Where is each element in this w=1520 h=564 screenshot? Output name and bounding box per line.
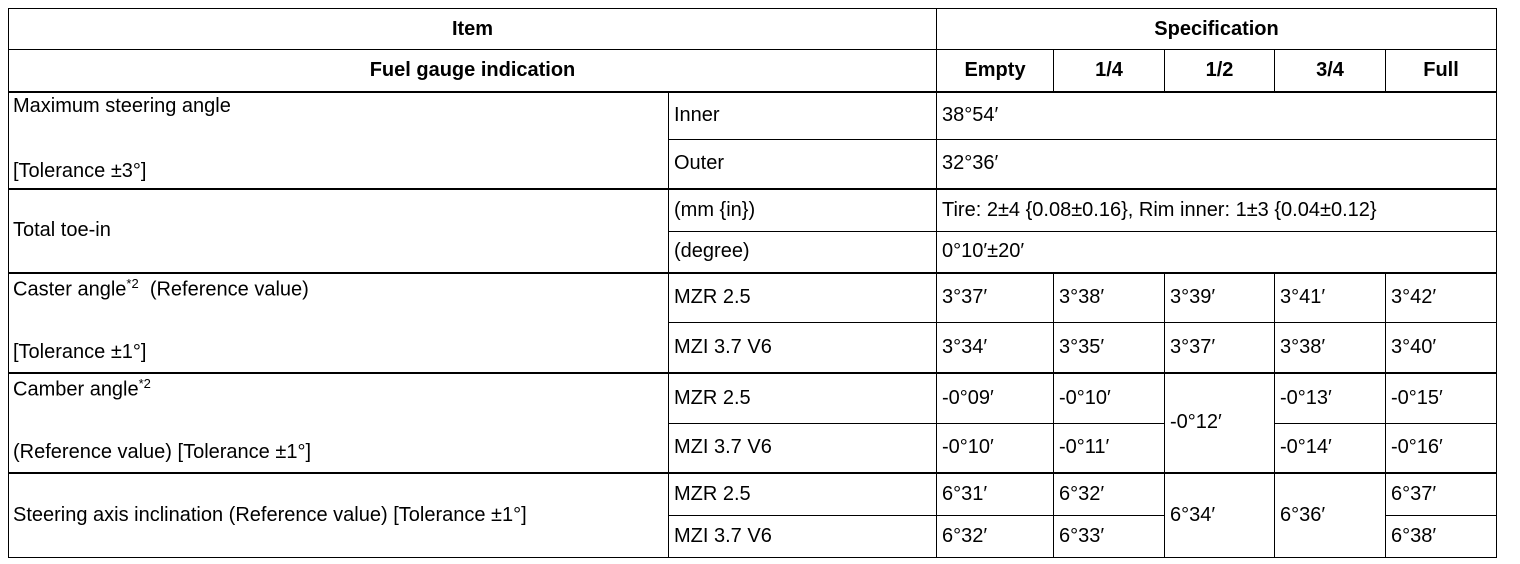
- row: Outer 32°36′: [9, 139, 1498, 189]
- row: Caster angle*2 (Reference value) [Tolera…: [8, 271, 1498, 373]
- value: -0°10′: [1053, 371, 1165, 424]
- group-label: Camber angle*2 (Reference value) [Tolera…: [8, 371, 669, 473]
- header-item: Item: [8, 8, 937, 50]
- sub: MZR 2.5: [668, 471, 937, 516]
- label: Camber angle: [13, 378, 139, 401]
- value: 3°38′: [1053, 271, 1165, 323]
- spec-table: Item Specification Fuel gauge indication…: [8, 8, 1498, 558]
- sub: Outer: [668, 139, 937, 189]
- value: 6°37′: [1384, 471, 1498, 516]
- sub: Inner: [668, 90, 937, 140]
- header-row: Fuel gauge indication Empty 1/4 1/2 3/4 …: [8, 49, 1498, 92]
- value: 3°41′: [1274, 271, 1386, 323]
- note: *2: [126, 275, 139, 291]
- value: -0°13′: [1274, 371, 1386, 424]
- value: Tire: 2±4 {0.08±0.16}, Rim inner: 1±3 {0…: [935, 187, 1498, 232]
- value: 6°36′: [1274, 471, 1386, 558]
- level: 3/4: [1274, 49, 1386, 92]
- group-label: Caster angle*2 (Reference value) [Tolera…: [8, 271, 669, 373]
- label: Maximum steering angle: [13, 94, 231, 117]
- sub: MZI 3.7 V6: [668, 322, 937, 373]
- value: 6°33′: [1053, 515, 1165, 558]
- value: 6°38′: [1384, 515, 1498, 558]
- sub: MZI 3.7 V6: [668, 515, 937, 558]
- value: 3°34′: [936, 322, 1054, 373]
- value: 32°36′: [935, 139, 1498, 189]
- row: Maximum steering angle [Tolerance ±3°] I…: [8, 90, 1498, 189]
- level: Empty: [936, 49, 1054, 92]
- value: 3°42′: [1384, 271, 1498, 323]
- value: 6°32′: [936, 515, 1054, 558]
- group-label: Steering axis inclination (Reference val…: [8, 471, 669, 558]
- value: 6°34′: [1164, 471, 1275, 558]
- sub: MZR 2.5: [668, 371, 937, 424]
- value: 38°54′: [935, 90, 1498, 140]
- value: 3°37′: [936, 271, 1054, 323]
- value: 3°39′: [1164, 271, 1275, 323]
- row: MZI 3.7 V6 -0°10′ -0°11′ -0°14′ -0°16′: [9, 423, 1498, 473]
- value: -0°14′: [1274, 423, 1386, 473]
- value: 3°35′: [1053, 322, 1165, 373]
- header-row: Item Specification: [8, 8, 1498, 50]
- value: 6°32′: [1053, 471, 1165, 516]
- group-label: Total toe-in: [8, 187, 669, 273]
- value: 3°37′: [1164, 322, 1275, 373]
- tolerance: [Tolerance ±1°]: [13, 340, 147, 363]
- note: *2: [138, 375, 151, 391]
- sub: (mm {in}): [668, 187, 937, 232]
- level: Full: [1384, 49, 1498, 92]
- row: MZI 3.7 V6 3°34′ 3°35′ 3°37′ 3°38′ 3°40′: [9, 322, 1498, 373]
- header-spec: Specification: [935, 8, 1498, 50]
- value: 0°10′±20′: [935, 231, 1498, 273]
- header-fuel: Fuel gauge indication: [8, 49, 937, 92]
- row: (degree) 0°10′±20′: [9, 231, 1498, 273]
- value: -0°11′: [1053, 423, 1165, 473]
- value: 3°40′: [1384, 322, 1498, 373]
- sub: MZR 2.5: [668, 271, 937, 323]
- sub: (degree): [668, 231, 937, 273]
- value: -0°12′: [1164, 371, 1275, 473]
- tolerance: [Tolerance ±3°]: [13, 159, 147, 182]
- tolerance: (Reference value) [Tolerance ±1°]: [13, 440, 312, 463]
- sub: MZI 3.7 V6: [668, 423, 937, 473]
- value: -0°16′: [1384, 423, 1498, 473]
- value: -0°15′: [1384, 371, 1498, 424]
- value: 6°31′: [936, 471, 1054, 516]
- row: Camber angle*2 (Reference value) [Tolera…: [8, 371, 1498, 473]
- value: 3°38′: [1274, 322, 1386, 373]
- row: MZI 3.7 V6 6°32′ 6°33′ 6°38′: [9, 515, 1498, 558]
- row: Total toe-in (mm {in}) Tire: 2±4 {0.08±0…: [8, 187, 1498, 273]
- level: 1/2: [1164, 49, 1275, 92]
- reference: (Reference value): [149, 278, 309, 301]
- group-label: Maximum steering angle [Tolerance ±3°]: [8, 90, 669, 189]
- row: Steering axis inclination (Reference val…: [8, 471, 1498, 558]
- value: -0°10′: [936, 423, 1054, 473]
- value: -0°09′: [936, 371, 1054, 424]
- level: 1/4: [1053, 49, 1165, 92]
- label: Caster angle: [13, 278, 127, 301]
